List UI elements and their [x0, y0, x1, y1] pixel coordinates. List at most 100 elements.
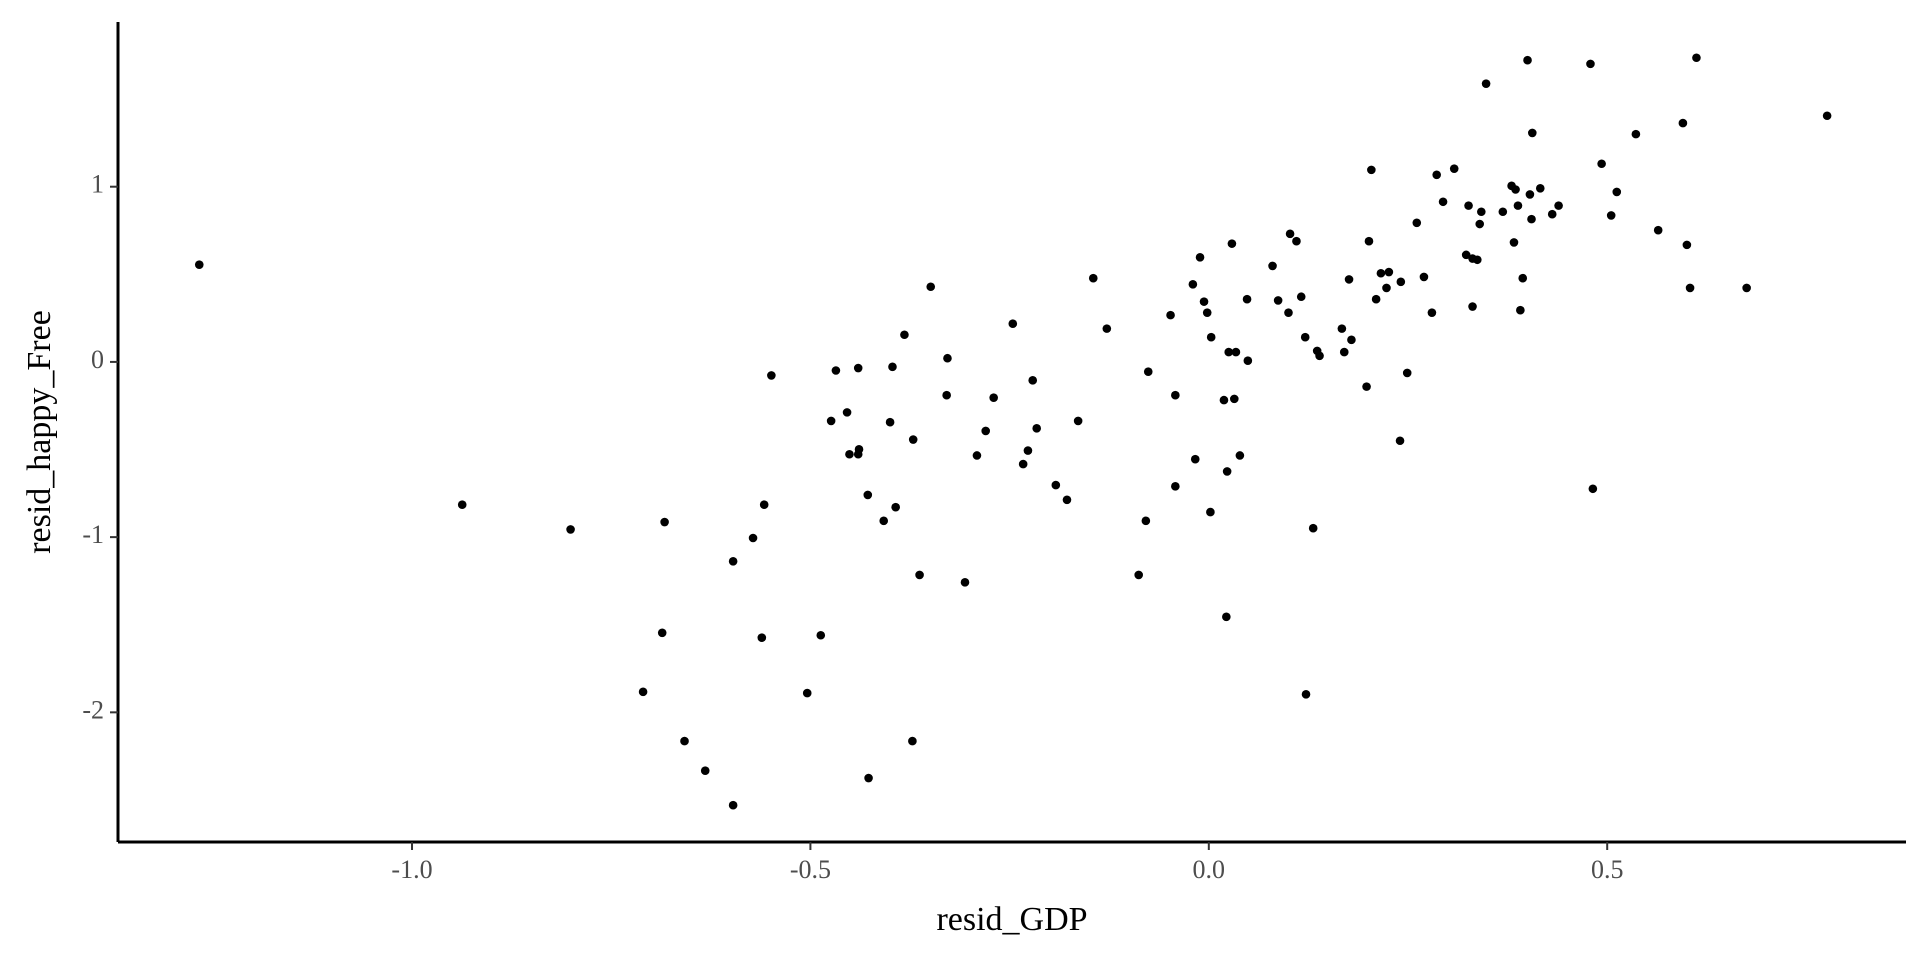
y-axis-title: resid_happy_Free — [21, 310, 58, 554]
point — [908, 736, 917, 746]
point — [1134, 570, 1143, 580]
point — [1337, 324, 1347, 333]
y-tick-label: 0 — [91, 345, 104, 374]
point — [1481, 79, 1491, 88]
point — [700, 766, 710, 775]
point — [900, 330, 909, 340]
point — [1143, 367, 1153, 377]
point — [1473, 255, 1482, 265]
point — [1384, 267, 1394, 277]
point — [1018, 459, 1028, 469]
point — [1195, 253, 1205, 262]
point — [1396, 277, 1406, 287]
point — [1432, 170, 1441, 180]
point — [1219, 395, 1229, 405]
point — [1516, 305, 1525, 315]
point — [757, 633, 767, 643]
point — [1371, 294, 1381, 304]
point — [1427, 308, 1437, 317]
point — [842, 408, 852, 417]
point — [759, 500, 769, 510]
point — [1554, 201, 1563, 210]
point — [888, 362, 897, 372]
point — [1188, 279, 1198, 289]
point — [1509, 238, 1519, 247]
point — [680, 736, 689, 746]
point — [1285, 229, 1295, 239]
point — [1235, 451, 1245, 460]
point — [864, 773, 873, 783]
point — [1362, 382, 1371, 391]
point — [981, 426, 991, 436]
point — [908, 435, 918, 444]
point — [1296, 292, 1306, 302]
point — [1190, 454, 1200, 464]
point — [863, 490, 873, 500]
point — [1073, 416, 1083, 426]
point — [1692, 53, 1701, 63]
point — [1202, 308, 1212, 317]
point — [638, 687, 648, 697]
point — [802, 688, 812, 698]
point — [826, 416, 836, 426]
point — [989, 393, 998, 402]
point — [1171, 482, 1180, 491]
y-tick-label: -2 — [82, 695, 104, 724]
point — [1300, 332, 1310, 342]
point — [1032, 424, 1042, 433]
point — [1224, 347, 1234, 357]
point — [1438, 197, 1448, 207]
x-tick-label: -1.0 — [391, 855, 432, 884]
point — [885, 417, 895, 427]
point — [1412, 218, 1422, 228]
x-tick-label: 0.5 — [1591, 855, 1624, 884]
point — [891, 502, 900, 512]
point — [1597, 159, 1606, 169]
point — [1088, 273, 1098, 283]
point — [943, 353, 952, 363]
point — [1631, 129, 1641, 139]
y-tick-label: 1 — [91, 170, 104, 199]
point — [728, 800, 738, 810]
point — [1477, 207, 1486, 217]
point — [1586, 59, 1595, 69]
point — [1678, 118, 1688, 128]
point — [1682, 240, 1692, 250]
point — [960, 578, 970, 587]
point — [1419, 272, 1429, 282]
point — [1051, 480, 1061, 490]
point — [1513, 201, 1523, 210]
point — [1376, 268, 1386, 278]
point — [1612, 187, 1622, 197]
point — [1308, 523, 1318, 533]
point — [1347, 335, 1356, 345]
point — [1242, 294, 1252, 304]
point — [728, 557, 738, 566]
point — [1301, 689, 1311, 699]
point — [1468, 302, 1477, 311]
point — [1449, 164, 1459, 173]
point — [1525, 190, 1535, 199]
point — [457, 500, 467, 510]
point — [1206, 507, 1215, 517]
point — [1284, 308, 1293, 317]
point — [1339, 347, 1349, 357]
point — [1292, 236, 1301, 246]
point — [1475, 219, 1485, 229]
point — [1230, 394, 1239, 404]
point — [1062, 495, 1072, 505]
point — [748, 533, 758, 543]
point — [1028, 376, 1038, 385]
point — [1344, 275, 1354, 284]
point — [845, 449, 854, 459]
point — [1367, 165, 1376, 175]
x-tick-label: 0.0 — [1193, 855, 1226, 884]
point — [1742, 283, 1751, 293]
point — [915, 570, 924, 580]
point — [1822, 111, 1832, 121]
point — [1166, 310, 1175, 320]
point — [1653, 225, 1663, 235]
point — [1464, 201, 1473, 210]
point — [1606, 211, 1616, 220]
